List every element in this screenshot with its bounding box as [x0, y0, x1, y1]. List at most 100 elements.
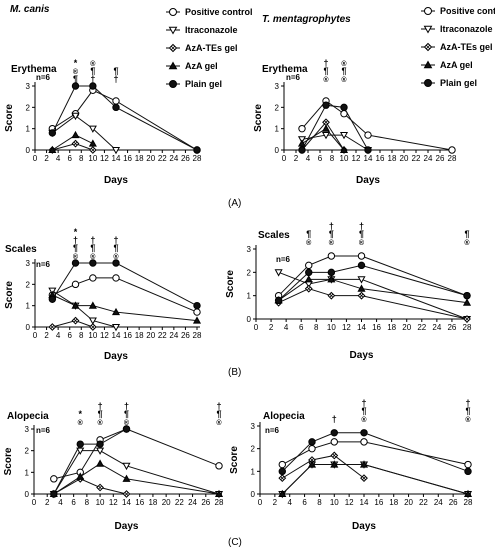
x-tick-label: 22: [175, 498, 184, 507]
legend-label-aza-gel: AzA gel: [440, 60, 473, 70]
x-tick-label: 18: [148, 498, 157, 507]
x-tick-label: 10: [96, 498, 105, 507]
point-plain-gel: [76, 440, 84, 448]
x-tick-label: 0: [258, 498, 263, 507]
x-tick-label: 14: [112, 331, 121, 340]
point-aza-gel: [339, 145, 349, 154]
legend-marker-itraconazole: [423, 25, 433, 34]
significance-mark: †: [73, 235, 78, 245]
significance-mark: ¶: [98, 409, 103, 419]
x-tick-label: 20: [162, 498, 171, 507]
x-tick-label: 22: [419, 498, 428, 507]
point-aza-gel: [111, 307, 121, 316]
x-tick-label: 6: [67, 331, 72, 340]
significance-mark: †: [216, 401, 221, 411]
point-plain-gel: [322, 101, 330, 109]
x-tick-label: 4: [56, 154, 61, 163]
point-aza-gel: [71, 301, 80, 309]
point-plain-gel: [122, 425, 131, 433]
y-tick-label: 2: [26, 280, 31, 289]
y-axis-title: Score: [4, 104, 15, 132]
significance-mark: ®: [90, 253, 96, 261]
significance-mark: ®: [464, 239, 470, 247]
point-positive-control: [360, 438, 368, 446]
x-tick-label: 20: [146, 331, 155, 340]
significance-mark: ®: [90, 60, 96, 68]
x-tick-label: 24: [169, 154, 178, 163]
x-tick-label: 12: [345, 498, 354, 507]
point-aza-tes-gel: [122, 490, 131, 498]
x-tick-label: 2: [44, 154, 49, 163]
point-aza-gel: [214, 489, 224, 498]
significance-mark: *: [74, 227, 78, 237]
point-aza-gel: [304, 275, 313, 283]
series-line-aza-tes-gel: [282, 454, 365, 479]
point-aza-gel: [357, 284, 366, 292]
y-axis-title: Score: [225, 270, 236, 298]
n-label: n=6: [276, 255, 291, 264]
significance-mark: ¶: [323, 66, 328, 76]
point-plain-gel: [330, 429, 338, 437]
point-itraconazole: [321, 132, 331, 140]
point-positive-control: [327, 252, 336, 260]
y-axis-title: Score: [4, 281, 15, 309]
legend-right: Positive control Itraconazole AzA-TEs gel A…: [421, 6, 495, 88]
legend-label-plain-gel: Plain gel: [185, 79, 222, 89]
y-tick-label: 0: [26, 146, 31, 155]
x-tick-label: 6: [302, 498, 307, 507]
point-aza-tes-gel: [360, 474, 368, 483]
point-positive-control: [330, 438, 338, 446]
point-aza-gel: [327, 275, 336, 283]
point-itraconazole: [71, 112, 80, 121]
point-aza-gel: [463, 489, 473, 498]
point-plain-gel: [364, 146, 372, 154]
point-itraconazole: [111, 146, 121, 155]
x-tick-label: 24: [169, 331, 178, 340]
x-tick-label: 4: [287, 498, 292, 507]
point-aza-gel: [192, 316, 202, 324]
x-tick-label: 28: [193, 154, 202, 163]
significance-mark: ¶: [465, 406, 470, 416]
point-aza-gel: [122, 474, 131, 482]
point-plain-gel: [112, 259, 120, 267]
x-tick-label: 18: [389, 498, 398, 507]
point-aza-gel: [321, 124, 331, 132]
significance-mark: ¶: [341, 66, 346, 76]
x-tick-label: 6: [71, 498, 76, 507]
series-line-plain-gel: [53, 428, 127, 495]
x-tick-label: 16: [135, 498, 144, 507]
n-label: n=6: [36, 73, 51, 82]
point-aza-gel: [96, 459, 105, 467]
y-tick-label: 1: [25, 468, 30, 477]
significance-mark: ®: [78, 419, 84, 427]
significance-mark: †: [124, 401, 129, 411]
significance-mark: ¶: [306, 229, 311, 239]
x-tick-label: 28: [215, 498, 224, 507]
x-tick-label: 10: [340, 154, 349, 163]
y-tick-label: 0: [26, 323, 31, 332]
significance-mark: ¶: [124, 409, 129, 419]
significance-mark: ¶: [216, 409, 221, 419]
point-plain-gel: [357, 261, 366, 270]
legend-marker-aza-tes-gel: [168, 43, 178, 53]
x-tick-label: 14: [122, 498, 131, 507]
significance-mark: †: [323, 58, 328, 68]
legend-marker-plain-gel: [169, 80, 177, 88]
point-aza-gel: [297, 139, 307, 147]
y-tick-label: 2: [26, 103, 31, 112]
point-itraconazole: [96, 447, 105, 455]
point-plain-gel: [308, 438, 316, 446]
y-axis-title: Score: [3, 447, 14, 475]
significance-mark: ®: [113, 253, 119, 261]
y-tick-label: 2: [275, 103, 280, 112]
significance-mark: †: [465, 398, 470, 408]
point-aza-gel: [71, 130, 80, 139]
point-aza-tes-gel: [71, 139, 80, 148]
significance-mark: †: [90, 235, 95, 245]
x-tick-label: 6: [67, 154, 72, 163]
point-plain-gel: [360, 429, 368, 437]
y-tick-label: 3: [251, 422, 256, 431]
x-tick-label: 18: [387, 323, 396, 332]
